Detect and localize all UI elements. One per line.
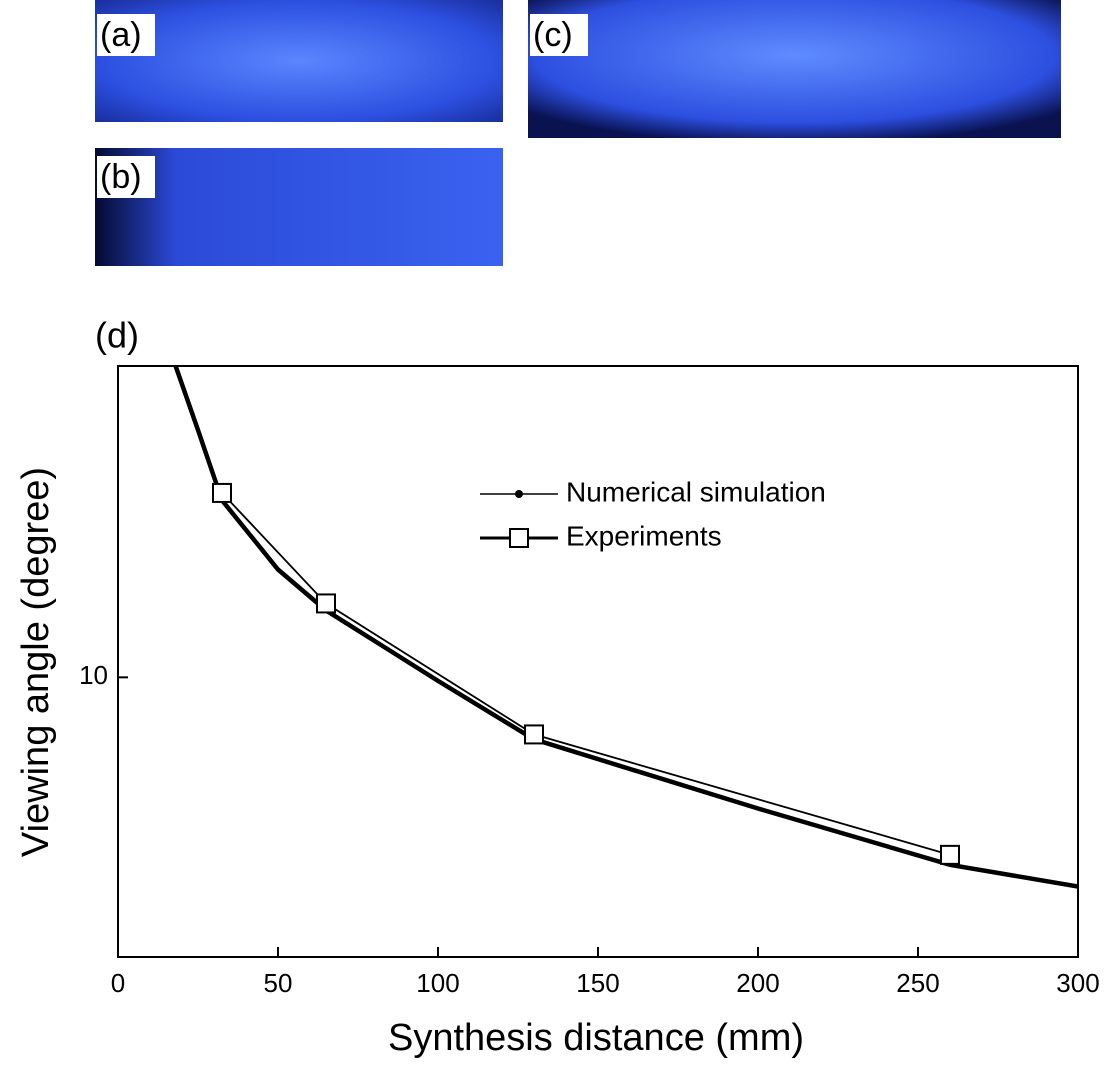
photo-c xyxy=(528,0,1061,138)
plot-frame xyxy=(117,365,1079,958)
legend-label: Experiments xyxy=(566,520,722,551)
panel-label: (b) xyxy=(100,158,142,196)
x-tick-label: 250 xyxy=(896,968,939,998)
x-tick-label: 0 xyxy=(111,968,125,998)
panel-label: (c) xyxy=(533,16,573,54)
marker xyxy=(524,724,544,745)
label-box xyxy=(97,14,155,56)
x-tick-label: 50 xyxy=(264,968,293,998)
label-box xyxy=(97,156,155,198)
x-tick-label: 150 xyxy=(576,968,619,998)
panel-label: (d) xyxy=(95,315,139,356)
plot: 0 50 100 150 200 250 300 10 Numerical simulation… xyxy=(79,366,1100,998)
legend-label: Numerical simulation xyxy=(566,476,826,507)
x-tick-label: 100 xyxy=(416,968,459,998)
x-tick-label: 200 xyxy=(736,968,779,998)
y-axis-label: Viewing angle (degree) xyxy=(15,467,57,857)
photo-a xyxy=(95,0,503,122)
series-line xyxy=(221,492,951,856)
x-axis-label: Synthesis distance (mm) xyxy=(388,1017,804,1059)
series-line xyxy=(173,366,1078,889)
marker xyxy=(940,844,960,865)
marker xyxy=(212,482,232,503)
marker xyxy=(316,593,336,614)
y-tick-label: 10 xyxy=(79,660,108,690)
legend-marker xyxy=(515,490,523,498)
x-tick-label: 300 xyxy=(1056,968,1099,998)
panel-label: (a) xyxy=(100,16,142,54)
legend-marker xyxy=(509,528,529,548)
label-box xyxy=(530,14,588,56)
photo-b xyxy=(95,148,503,266)
